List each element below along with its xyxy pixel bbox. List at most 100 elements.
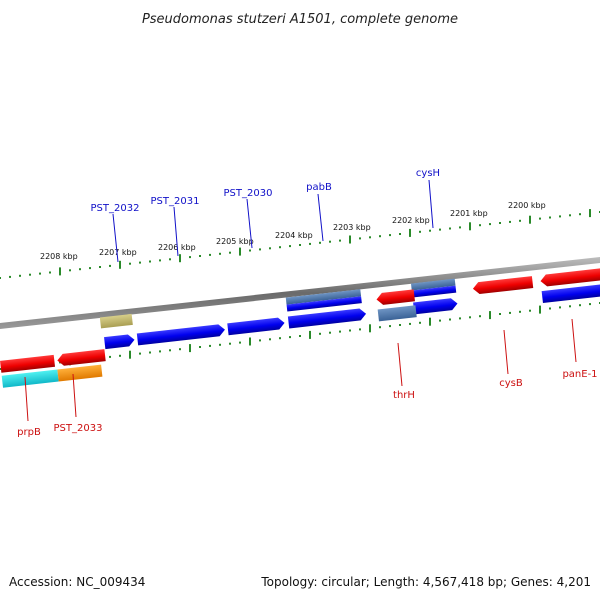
gene-label-pst2030[interactable]: PST_2030 xyxy=(224,188,273,199)
kbp-label-2208: 2208 kbp xyxy=(40,252,78,261)
upper-row-minor-tick xyxy=(549,216,551,219)
feature-block-khaki[interactable] xyxy=(99,313,133,329)
feature-block-cyan[interactable] xyxy=(1,369,59,388)
leader-line-pst2033 xyxy=(72,373,77,418)
gene-label-cysh[interactable]: cysH xyxy=(416,168,440,179)
lower-row-minor-tick xyxy=(469,316,471,319)
upper-row-minor-tick xyxy=(159,259,161,262)
kbp-label-2205: 2205 kbp xyxy=(216,237,254,246)
upper-row-minor-tick xyxy=(39,272,41,275)
gene-arrow-thrh[interactable] xyxy=(376,289,415,305)
lower-row-minor-tick xyxy=(519,310,521,313)
upper-row-major-tick xyxy=(589,209,591,218)
lower-row-minor-tick xyxy=(139,352,141,355)
upper-row-major-tick xyxy=(119,260,121,269)
upper-row-minor-tick xyxy=(489,223,491,226)
lower-row-major-tick xyxy=(249,337,251,346)
gene-label-pst2033[interactable]: PST_2033 xyxy=(54,423,103,434)
lower-row-minor-tick xyxy=(509,311,511,314)
upper-row-minor-tick xyxy=(569,214,571,217)
upper-row-minor-tick xyxy=(359,237,361,240)
lower-row-minor-tick xyxy=(439,319,441,322)
upper-row-minor-tick xyxy=(229,251,231,254)
upper-row-minor-tick xyxy=(139,261,141,264)
upper-row-minor-tick xyxy=(439,228,441,231)
upper-row-minor-tick xyxy=(209,253,211,256)
upper-row-minor-tick xyxy=(309,242,311,245)
feature-block-thrh-steel[interactable] xyxy=(377,305,417,322)
upper-row-minor-tick xyxy=(379,235,381,238)
accession-text: Accession: NC_009434 xyxy=(9,575,145,589)
gene-label-thrh[interactable]: thrH xyxy=(393,390,415,401)
lower-row-minor-tick xyxy=(169,349,171,352)
upper-row-minor-tick xyxy=(459,226,461,229)
upper-row-minor-tick xyxy=(29,273,31,276)
feature-block-pabb-blue[interactable] xyxy=(286,296,362,312)
lower-row-major-tick xyxy=(539,305,541,314)
lower-row-minor-tick xyxy=(289,336,291,339)
kbp-label-2204: 2204 kbp xyxy=(275,231,313,240)
upper-row-minor-tick xyxy=(149,260,151,263)
lower-row-minor-tick xyxy=(419,321,421,324)
gene-label-pane1[interactable]: panE-1 xyxy=(562,369,597,380)
gene-arrow-pst2033[interactable] xyxy=(57,349,106,366)
gene-arrow-cysb[interactable] xyxy=(472,276,534,295)
lower-row-minor-tick xyxy=(569,305,571,308)
lower-row-minor-tick xyxy=(579,304,581,307)
genome-backbone xyxy=(0,257,600,329)
leader-line-pst2031 xyxy=(173,206,179,257)
leader-line-cysh xyxy=(428,179,434,229)
upper-row-minor-tick xyxy=(0,277,1,279)
lower-row-minor-tick xyxy=(459,317,461,320)
lower-row-minor-tick xyxy=(279,337,281,340)
gene-label-prpb[interactable]: prpB xyxy=(17,427,41,438)
lower-row-minor-tick xyxy=(399,324,401,326)
lower-row-minor-tick xyxy=(229,342,231,345)
upper-row-minor-tick xyxy=(89,267,91,270)
lower-row-minor-tick xyxy=(299,335,301,337)
gene-label-cysb[interactable]: cysB xyxy=(499,378,523,389)
gene-arrow-pane1[interactable] xyxy=(540,268,600,287)
gene-label-pabb[interactable]: pabB xyxy=(306,182,332,193)
map-title: Pseudomonas stutzeri A1501, complete gen… xyxy=(142,12,458,27)
upper-row-major-tick xyxy=(59,267,61,276)
lower-row-major-tick xyxy=(129,350,131,359)
gene-label-pst2031[interactable]: PST_2031 xyxy=(151,196,200,207)
lower-row-minor-tick xyxy=(149,351,151,354)
lower-row-minor-tick xyxy=(339,330,341,333)
lower-row-major-tick xyxy=(189,344,191,353)
lower-row-minor-tick xyxy=(209,344,211,347)
leader-line-pst2030 xyxy=(246,198,253,249)
gene-arrow-pst2030[interactable] xyxy=(227,317,285,336)
gene-arrow-pst2031[interactable] xyxy=(136,324,226,346)
lower-row-minor-tick xyxy=(119,354,121,357)
upper-row-major-tick xyxy=(409,228,411,237)
gene-arrow-prpb[interactable] xyxy=(0,354,56,373)
lower-row-minor-tick xyxy=(199,346,201,348)
gene-arrow-pabb[interactable] xyxy=(287,308,367,329)
gene-arrow-pst2032[interactable] xyxy=(104,334,135,350)
topology-text: Topology: circular; Length: 4,567,418 bp… xyxy=(260,575,591,589)
upper-row-minor-tick xyxy=(519,219,521,222)
upper-row-major-tick xyxy=(349,235,351,244)
feature-block-pabb-steel[interactable] xyxy=(285,289,362,305)
gene-arrow-cysh[interactable] xyxy=(413,298,458,315)
leader-line-pane1 xyxy=(571,318,577,363)
upper-row-minor-tick xyxy=(319,241,321,244)
upper-row-minor-tick xyxy=(9,275,11,278)
feature-block-cysh-blue[interactable] xyxy=(411,285,457,298)
lower-row-minor-tick xyxy=(409,322,411,325)
kbp-label-2200: 2200 kbp xyxy=(508,201,546,210)
feature-block-pane1-blue[interactable] xyxy=(541,284,600,303)
lower-row-minor-tick xyxy=(319,332,321,335)
lower-row-minor-tick xyxy=(329,331,331,334)
gene-label-pst2032[interactable]: PST_2032 xyxy=(91,203,140,214)
feature-block-orange[interactable] xyxy=(57,364,103,382)
upper-row-minor-tick xyxy=(389,234,391,237)
lower-row-minor-tick xyxy=(159,350,161,353)
lower-row-major-tick xyxy=(369,324,371,333)
upper-row-minor-tick xyxy=(259,248,261,251)
feature-block-cysh-steel[interactable] xyxy=(410,278,456,291)
lower-row-major-tick xyxy=(429,317,431,326)
upper-row-minor-tick xyxy=(449,227,451,230)
